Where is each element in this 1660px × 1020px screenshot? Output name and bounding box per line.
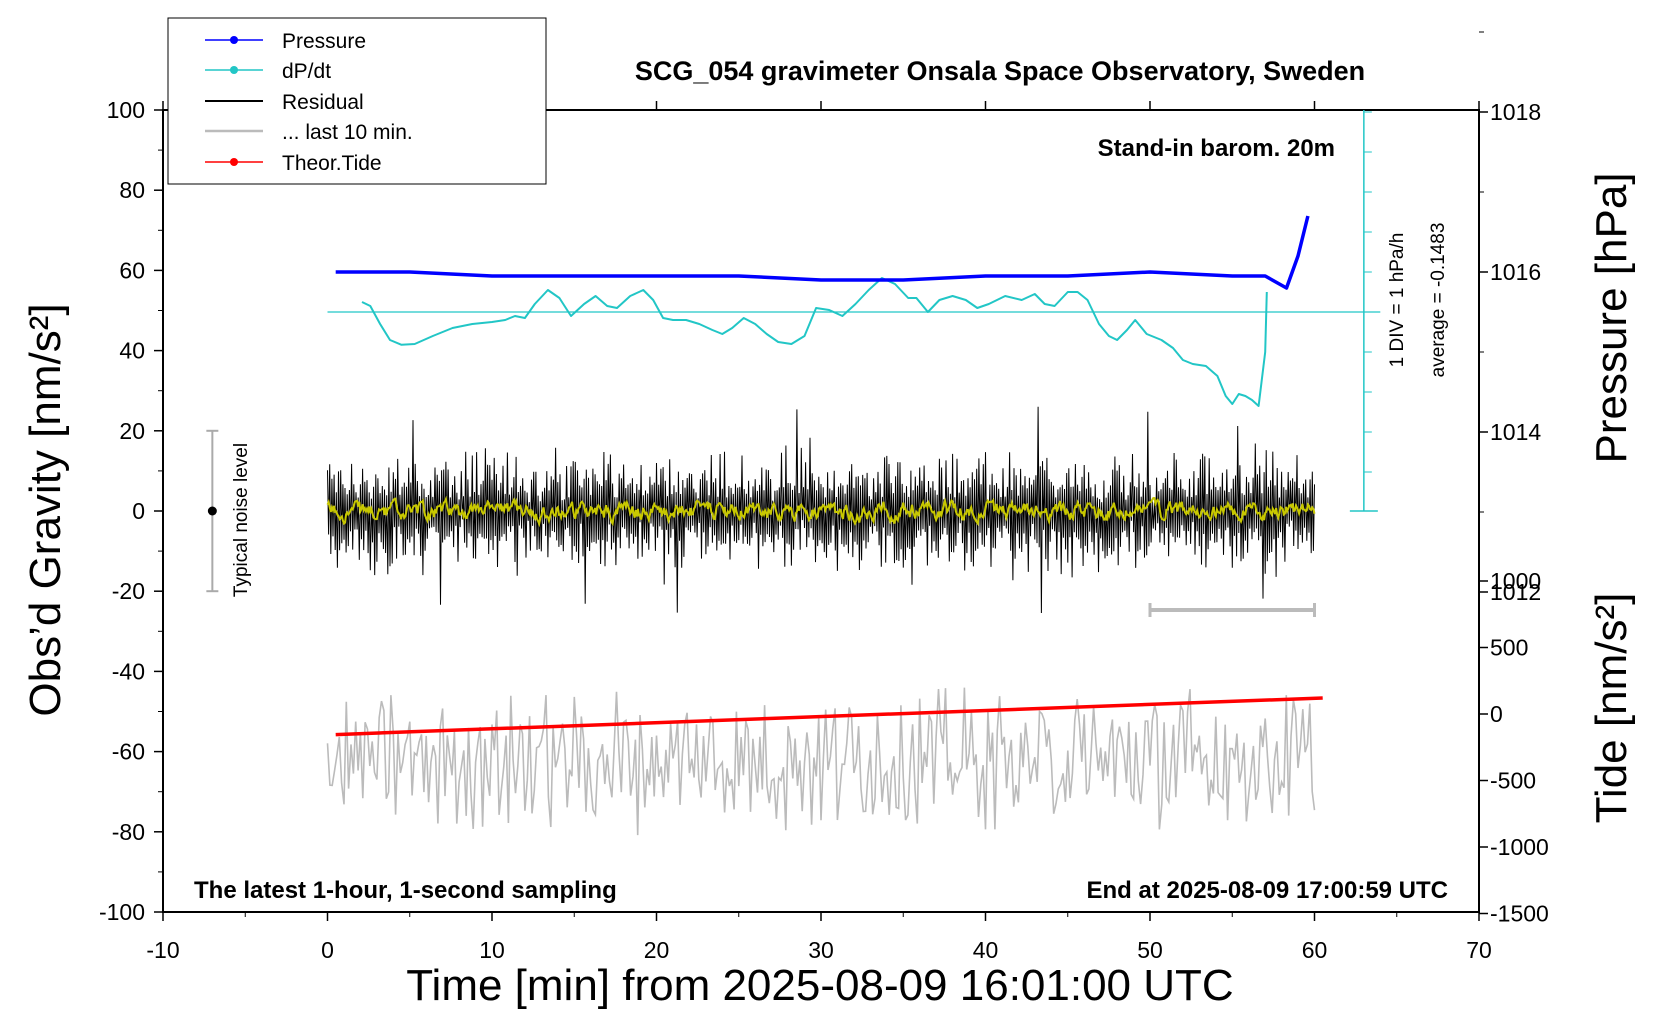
tick-labels: -10 0 10 20 30 40 50 60 70100806040200-20-40-60-… (99, 97, 1549, 963)
y-left-tick-label: 60 (119, 257, 145, 283)
y-axis-tide-title: Tide [nm/s²] (1587, 593, 1636, 824)
legend-item-dpdt: dP/dt (205, 60, 331, 83)
pressure-tick-label: 1014 (1490, 419, 1541, 445)
legend-dpdt-label: dP/dt (282, 60, 331, 83)
y-left-tick-label: -100 (99, 899, 145, 925)
legend-item-residual: Residual (205, 91, 364, 114)
legend-last10-label: ... last 10 min. (282, 121, 413, 144)
legend: Pressure dP/dt Residual ... last 10 min.… (167, 17, 547, 185)
tide-tick-label: 0 (1490, 701, 1503, 727)
tide-tick-label: -1000 (1490, 834, 1549, 860)
y-left-tick-label: 0 (132, 498, 145, 524)
tide-tick-label: 500 (1490, 635, 1528, 661)
legend-item-pressure: Pressure (205, 30, 366, 53)
x-tick-label: 70 (1466, 937, 1492, 963)
legend-tide-label: Theor.Tide (282, 152, 382, 175)
x-tick-label: 10 (479, 937, 505, 963)
x-tick-label: 40 (973, 937, 999, 963)
x-tick-label: 0 (321, 937, 334, 963)
pressure-series-line (335, 215, 1310, 290)
dpdt-series-line (361, 277, 1268, 407)
legend-item-tide: Theor.Tide (205, 152, 382, 175)
pressure-tick-label: 1018 (1490, 99, 1541, 125)
legend-dpdt-marker (230, 66, 238, 74)
x-tick-label: 50 (1137, 937, 1163, 963)
barometer-note: Stand-in barom. 20m (1098, 135, 1335, 162)
pressure-tick-label: 1012 (1490, 579, 1541, 605)
legend-pressure-label: Pressure (282, 30, 366, 53)
last10-series-line (326, 687, 1316, 836)
legend-pressure-marker (230, 36, 238, 44)
axis-ticks (154, 31, 1488, 921)
x-tick-label: 60 (1302, 937, 1328, 963)
y-axis-pressure-title: Pressure [hPa] (1587, 172, 1636, 463)
y-left-tick-label: 100 (107, 97, 145, 123)
x-tick-label: 30 (808, 937, 834, 963)
y-left-tick-label: -40 (112, 658, 145, 684)
y-left-tick-label: -20 (112, 578, 145, 604)
legend-item-last10: ... last 10 min. (205, 121, 413, 144)
x-axis-title: Time [min] from 2025-08-09 16:01:00 UTC (406, 961, 1233, 1010)
pressure-tick-label: 1016 (1490, 259, 1541, 285)
legend-tide-marker (230, 158, 238, 166)
x-tick-label: -10 (146, 937, 179, 963)
tide-tick-label: -500 (1490, 768, 1536, 794)
residual-series-line (327, 406, 1315, 614)
y-axis-left-title: Obs’d Gravity [nm/s²] (21, 303, 70, 716)
y-left-tick-label: 80 (119, 177, 145, 203)
y-left-tick-label: 40 (119, 338, 145, 364)
y-left-tick-label: 20 (119, 418, 145, 444)
tide-series-line (335, 696, 1323, 737)
y-left-tick-label: -60 (112, 739, 145, 765)
tide-tick-label: 1000 (1490, 568, 1541, 594)
y-left-tick-label: -80 (112, 819, 145, 845)
sampling-note: The latest 1-hour, 1-second sampling (194, 877, 617, 904)
chart-title: SCG_054 gravimeter Onsala Space Observat… (635, 56, 1365, 86)
dpdt-div-label: 1 DIV = 1 hPa/h (1387, 233, 1408, 368)
dpdt-scale-axis (327, 110, 1381, 512)
noise-bar-center (207, 506, 217, 516)
legend-residual-label: Residual (282, 91, 364, 114)
noise-level-label: Typical noise level (231, 443, 252, 597)
residual-smoothed-line (326, 495, 1316, 528)
data-series (206, 215, 1323, 836)
dpdt-average-label: average = -0.1483 (1428, 223, 1449, 378)
end-time-note: End at 2025-08-09 17:00:59 UTC (1087, 877, 1449, 904)
tide-tick-label: -1500 (1490, 901, 1549, 927)
x-tick-label: 20 (644, 937, 670, 963)
